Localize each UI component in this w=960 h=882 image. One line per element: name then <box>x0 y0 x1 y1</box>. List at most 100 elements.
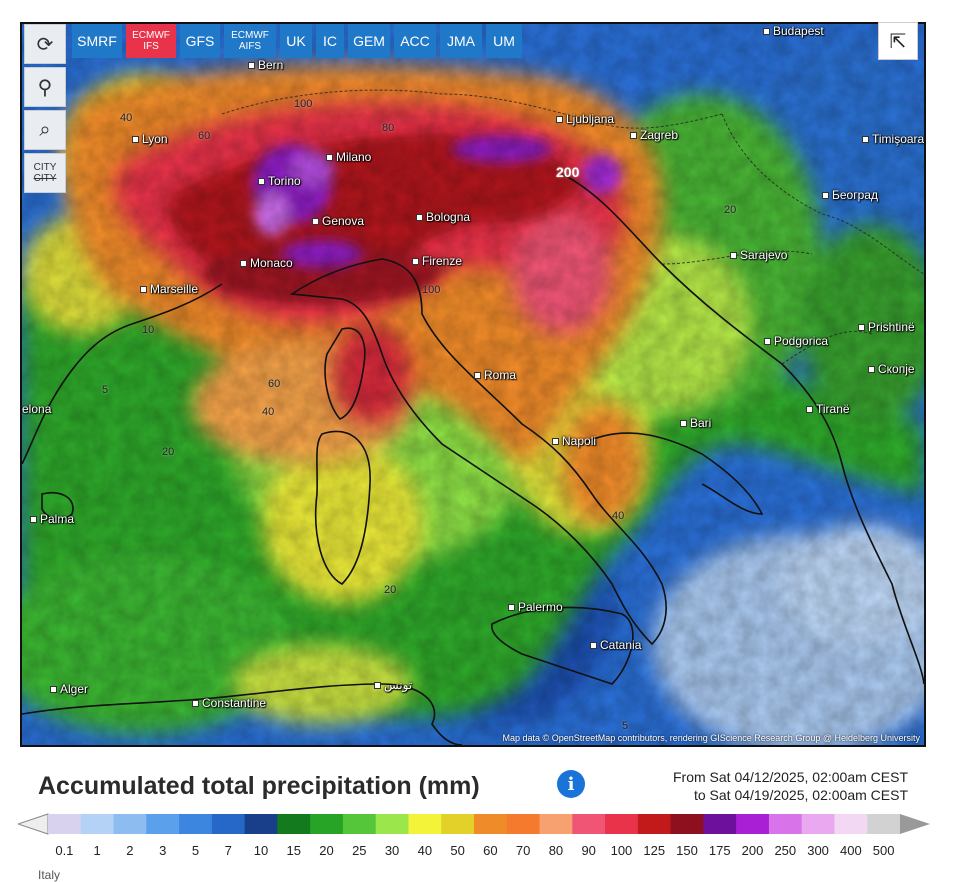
city-dot-icon <box>862 136 869 144</box>
share-icon: ⇱ <box>889 30 907 53</box>
scale-tick-label: 7 <box>224 843 232 858</box>
locate-button[interactable]: ⚲ <box>24 67 66 107</box>
city-dot-icon <box>763 28 770 36</box>
city-dot-icon <box>858 324 865 332</box>
period-to: to Sat 04/19/2025, 02:00am CEST <box>693 787 908 803</box>
city-label: Constantine <box>192 696 266 710</box>
city-label: Palma <box>30 512 74 526</box>
city-dot-icon <box>590 642 597 650</box>
isoline-label: 100 <box>294 98 313 110</box>
scale-tick-label: 200 <box>741 843 764 858</box>
scale-swatch <box>211 814 246 834</box>
scale-swatch <box>113 814 147 834</box>
scale-swatch <box>539 814 573 834</box>
tab-gfs[interactable]: GFS <box>180 24 220 58</box>
city-label: Firenze <box>412 254 462 268</box>
scale-tick-label: 175 <box>708 843 731 858</box>
city-label: Genova <box>312 214 364 228</box>
isoline-label: 200 <box>556 164 580 180</box>
city-dot-icon <box>552 438 559 446</box>
scale-tick-label: 70 <box>515 843 531 858</box>
info-icon[interactable]: i <box>557 770 585 798</box>
zoom-icon: ⌕ <box>39 118 51 141</box>
scale-tick-label: 150 <box>676 843 698 858</box>
tab-ecmwf-aifs[interactable]: ECMWF AIFS <box>224 24 276 58</box>
tab-um[interactable]: UM <box>486 24 522 58</box>
city-dot-icon <box>508 604 515 612</box>
city-dot-icon <box>730 252 737 260</box>
scale-tick-label: 300 <box>807 843 829 858</box>
scale-swatch <box>801 814 835 834</box>
tab-jma[interactable]: JMA <box>440 24 482 58</box>
isoline-label: 40 <box>612 510 625 522</box>
isoline-label: 20 <box>724 204 737 216</box>
refresh-icon: ⟳ <box>36 33 54 56</box>
city-label: Palermo <box>508 600 563 614</box>
forecast-period: From Sat 04/12/2025, 02:00am CEST to Sat… <box>673 768 908 804</box>
scale-swatch <box>768 814 803 834</box>
scale-tick-label: 5 <box>191 843 200 858</box>
isoline-label: 40 <box>262 406 275 418</box>
isoline-label: 10 <box>142 324 155 336</box>
city-dot-icon <box>868 366 875 374</box>
city-dot-icon <box>374 682 381 690</box>
city-label: Torino <box>258 174 301 188</box>
city-dot-icon <box>248 62 255 70</box>
scale-tick-label: 1 <box>93 843 101 858</box>
scale-tick-label: 40 <box>417 843 433 858</box>
model-selector: SMRF ECMWF IFS GFS ECMWF AIFS UK IC GEM … <box>72 24 522 58</box>
isoline-label: 80 <box>382 122 395 134</box>
city-label: Podgorica <box>764 334 828 348</box>
tab-smrf[interactable]: SMRF <box>72 24 122 58</box>
isoline-label: 20 <box>162 446 175 458</box>
city-dot-icon <box>258 178 265 186</box>
city-dot-icon <box>132 136 139 144</box>
isoline-label: 60 <box>268 378 281 390</box>
city-label: Sarajevo <box>730 248 787 262</box>
legend-title: Accumulated total precipitation (mm) <box>38 772 480 800</box>
tab-acc[interactable]: ACC <box>394 24 436 58</box>
scale-swatch <box>80 814 115 834</box>
city-toggle-label-strike: CITY <box>33 173 57 184</box>
city-dot-icon <box>806 406 813 414</box>
city-dot-icon <box>680 420 687 428</box>
tab-gem[interactable]: GEM <box>348 24 390 58</box>
city-label: Lyon <box>132 132 168 146</box>
scale-swatch <box>48 814 82 834</box>
city-dot-icon <box>764 338 771 346</box>
tab-uk[interactable]: UK <box>280 24 312 58</box>
city-toggle-button[interactable]: CITY CITY <box>24 153 66 193</box>
location-pin-icon: ⚲ <box>37 76 53 99</box>
city-dot-icon <box>140 286 147 294</box>
precipitation-map[interactable]: Budapest Bern Lyon Milano Torino Genova … <box>20 22 926 747</box>
refresh-button[interactable]: ⟳ <box>24 24 66 64</box>
map-attribution: Map data © OpenStreetMap contributors, r… <box>502 733 920 743</box>
scale-swatch <box>146 814 180 834</box>
city-label: Marseille <box>140 282 198 296</box>
city-label: elona <box>22 402 52 416</box>
city-dot-icon <box>326 154 333 162</box>
city-label: Roma <box>474 368 516 382</box>
scale-swatch <box>637 814 672 834</box>
scale-tick-label: 25 <box>352 843 367 858</box>
isoline-label: 20 <box>384 584 397 596</box>
scale-tick-label: 125 <box>643 843 666 858</box>
scale-tick-label: 20 <box>319 843 334 858</box>
scale-tick-label: 2 <box>126 843 134 858</box>
scale-tick-label: 400 <box>839 843 862 858</box>
city-dot-icon <box>30 516 37 524</box>
tab-ecmwf-ifs[interactable]: ECMWF IFS <box>126 24 176 58</box>
city-label: Budapest <box>763 24 824 38</box>
zoom-button[interactable]: ⌕ <box>24 110 66 150</box>
city-label: Napoli <box>552 434 596 448</box>
isoline-label: 40 <box>120 112 133 124</box>
scale-tick-label: 3 <box>159 843 167 858</box>
scale-tick-label: 100 <box>610 843 633 858</box>
scale-swatch <box>277 814 311 834</box>
scale-tick-label: 60 <box>483 843 498 858</box>
scale-swatch <box>244 814 278 834</box>
share-button[interactable]: ⇱ <box>878 22 918 60</box>
city-label: تونس <box>374 678 412 692</box>
city-label: Bern <box>248 58 283 72</box>
tab-ic[interactable]: IC <box>316 24 344 58</box>
